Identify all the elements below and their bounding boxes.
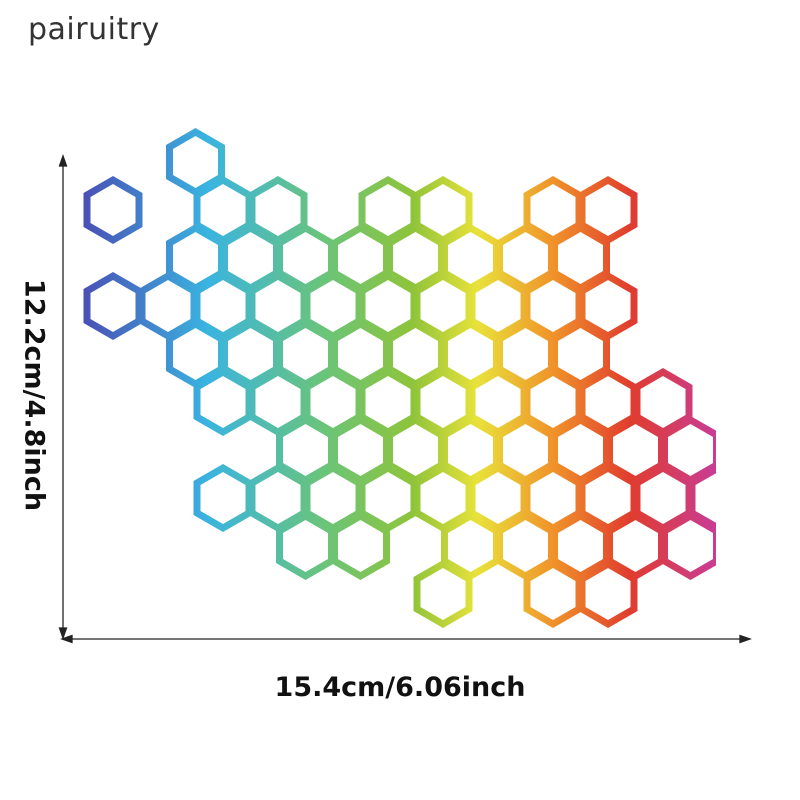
hexagon-cell	[688, 465, 716, 531]
width-arrow-right	[739, 634, 752, 644]
width-dimension-label: 15.4cm/6.06inch	[274, 672, 526, 703]
hexagon-cell	[331, 511, 390, 581]
hexagon-cell	[523, 559, 583, 629]
height-arrow-top	[58, 154, 68, 167]
dimension-arrows	[58, 154, 752, 644]
hexagon-cell	[661, 511, 716, 581]
height-dimension-label: 12.2cm/4.8inch	[18, 278, 50, 512]
hexagon-cell	[413, 559, 473, 629]
brand-watermark: pairuitry	[28, 12, 160, 47]
hexagon-cell	[193, 463, 253, 533]
hexagon-cell	[578, 559, 638, 629]
hexagon-cell	[720, 420, 772, 480]
width-arrow-left	[60, 634, 73, 644]
hexagon-cell	[83, 271, 143, 341]
hexagon-sticker	[83, 127, 772, 629]
hexagon-cell	[720, 516, 772, 576]
hexagon-cell	[193, 367, 253, 437]
hexagon-cell	[83, 175, 143, 245]
hexagon-cell	[276, 511, 335, 581]
height-arrow-bottom	[58, 627, 68, 640]
